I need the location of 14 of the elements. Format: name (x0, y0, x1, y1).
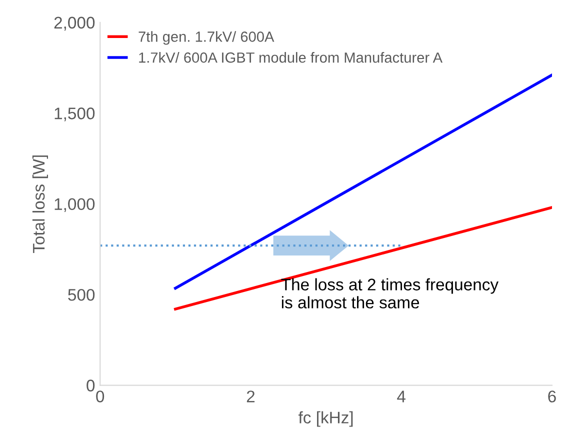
y-tick-label: 500 (68, 288, 95, 301)
x-tick-label: 2 (246, 390, 255, 402)
y-tick-label: 2,000 (54, 16, 95, 31)
legend-label: 1.7kV/ 600A IGBT module from Manufacturer A (139, 52, 443, 63)
x-tick-label: 6 (548, 390, 556, 402)
x-tick-label: 4 (397, 390, 406, 402)
y-tick-label: 1,500 (54, 108, 95, 122)
x-axis-title: fc [kHz] (298, 411, 353, 427)
legend-label: 7th gen. 1.7kV/ 600A (138, 31, 274, 45)
x-tick-label: 0 (96, 390, 104, 402)
y-tick-label: 1,000 (54, 198, 95, 212)
y-tick-label: 0 (86, 380, 95, 392)
y-axis-title: Total loss [W] (32, 155, 48, 254)
annotation: The loss at 2 times frequency is almost the same (281, 278, 499, 308)
